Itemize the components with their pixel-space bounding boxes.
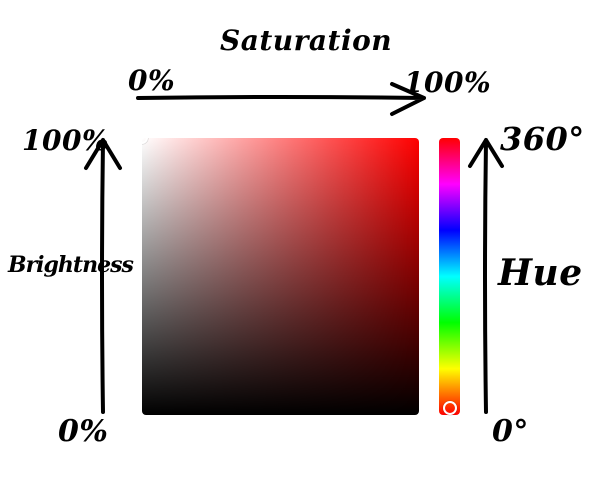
brightness-min-label: 0% [58,414,109,449]
hue-slider-handle[interactable] [442,401,457,415]
saturation-arrow-icon [136,82,426,116]
saturation-axis-title: Saturation [220,24,393,57]
brightness-max-label: 100% [22,124,110,157]
saturation-max-label: 100% [404,66,492,99]
saturation-min-label: 0% [128,64,176,97]
brightness-axis-title: Brightness [8,252,134,278]
saturation-brightness-handle[interactable] [142,138,148,144]
hue-min-label: 0° [492,414,529,449]
hue-axis-title: Hue [498,252,583,294]
hue-max-label: 360° [500,120,585,158]
hue-slider[interactable] [439,138,460,415]
saturation-brightness-square[interactable] [142,138,419,415]
